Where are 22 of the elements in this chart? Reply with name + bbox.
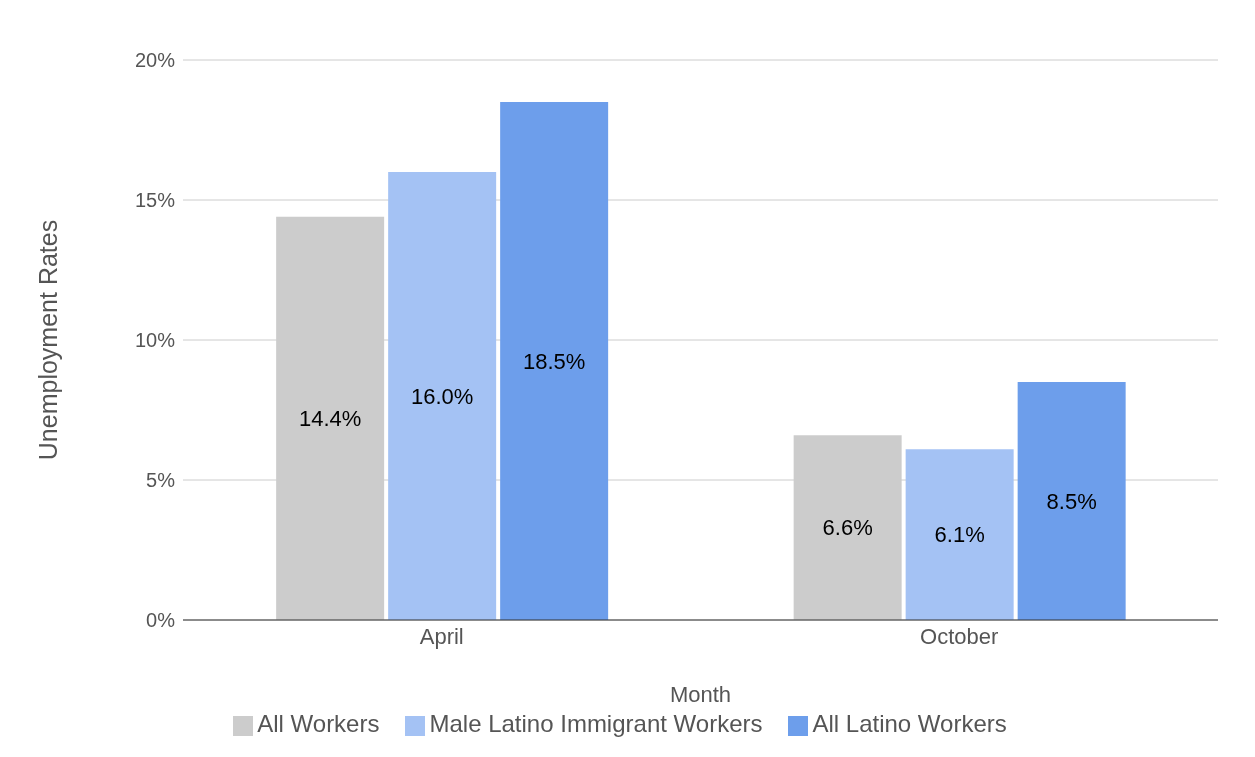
y-tick-label: 0% bbox=[146, 609, 176, 632]
bar bbox=[1017, 382, 1126, 620]
y-axis-title: Unemployment Rates bbox=[33, 219, 62, 461]
legend-label: All Latino Workers bbox=[812, 710, 1007, 737]
data-label: 14.4% bbox=[298, 405, 362, 431]
data-label: 8.5% bbox=[1046, 488, 1097, 514]
legend-label: Male Latino Immigrant Workers bbox=[429, 710, 763, 737]
bar bbox=[388, 172, 497, 620]
x-tick-label: April bbox=[419, 623, 464, 649]
data-label: 6.6% bbox=[822, 515, 873, 541]
y-tick-label: 20% bbox=[134, 49, 176, 72]
bar bbox=[500, 102, 609, 620]
data-label: 18.5% bbox=[522, 348, 586, 374]
x-tick-label: October bbox=[920, 623, 999, 649]
y-tick-label: 5% bbox=[146, 469, 176, 492]
x-axis-title: Month bbox=[669, 682, 732, 707]
y-tick-label: 10% bbox=[134, 329, 176, 352]
y-tick-label: 15% bbox=[134, 189, 176, 212]
data-label: 6.1% bbox=[934, 522, 985, 548]
data-label: 16.0% bbox=[410, 383, 474, 409]
bar bbox=[905, 449, 1014, 620]
legend-label: All Workers bbox=[257, 710, 380, 737]
